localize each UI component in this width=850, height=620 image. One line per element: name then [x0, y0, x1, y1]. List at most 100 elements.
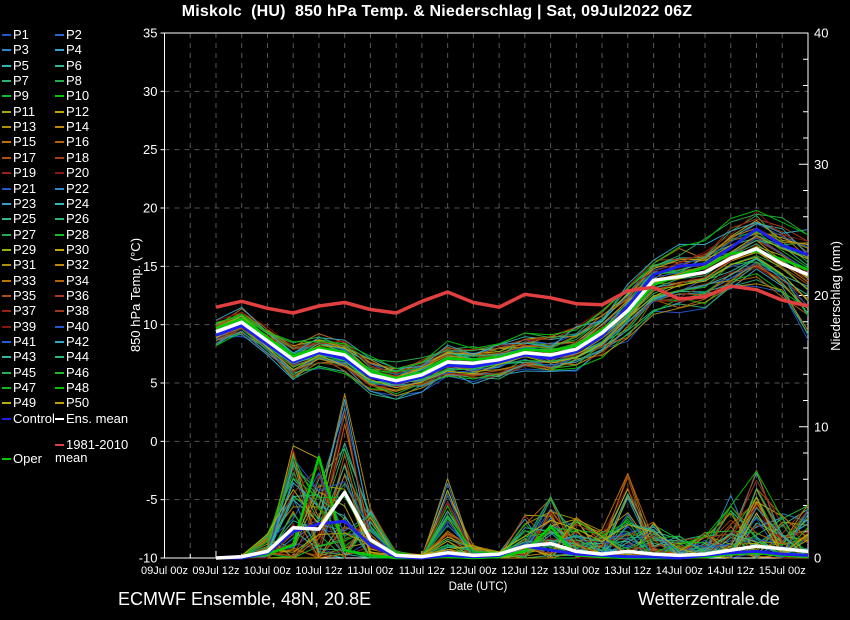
legend-member-p25-swatch: [2, 218, 11, 221]
series-line: [215, 221, 809, 369]
legend-member-p12: P12: [55, 103, 90, 120]
legend-member-p8-swatch: [55, 80, 64, 83]
legend-member-p26-label: P26: [66, 211, 90, 227]
legend-member-p9-swatch: [2, 95, 11, 98]
legend-member-p27-label: P27: [13, 226, 37, 242]
legend-member-p36-label: P36: [66, 287, 90, 303]
legend-member-p34: P34: [55, 272, 90, 289]
series-line: [215, 211, 809, 374]
series-line: [215, 256, 809, 389]
x-axis-tick-label: 11Jul 00z: [347, 565, 393, 577]
x-axis-tick-label: 10Jul 00z: [244, 565, 291, 577]
legend-member-p6-label: P6: [66, 57, 82, 73]
legend-member-p28-swatch: [55, 233, 64, 236]
legend-member-p47-label: P47: [13, 380, 37, 396]
legend-member-p32-label: P32: [66, 257, 90, 273]
legend-member-p28: P28: [55, 226, 90, 243]
legend-member-p23-swatch: [2, 202, 11, 205]
legend-member-p6-swatch: [55, 64, 64, 67]
x-axis-tick-label: 14Jul 00z: [656, 565, 703, 577]
series-line: [216, 509, 809, 559]
legend-member-p11-label: P11: [13, 103, 36, 119]
legend-member-p46-swatch: [55, 371, 64, 374]
legend-member-p1: P1: [2, 28, 29, 43]
legend-member-p38-label: P38: [66, 303, 90, 319]
legend-member-p15-label: P15: [13, 134, 37, 150]
legend-member-p21: P21: [2, 180, 37, 197]
legend-member-p32-swatch: [55, 264, 64, 267]
right-axis-tick-label: 30: [814, 157, 828, 172]
legend-member-p50: P50: [55, 396, 89, 411]
legend-member-p4-swatch: [55, 49, 64, 52]
legend-member-p20-label: P20: [66, 165, 90, 181]
legend-member-p13-label: P13: [13, 119, 37, 135]
legend-member-p50-label: P50: [66, 395, 90, 411]
legend-member-p49-swatch: [2, 402, 11, 405]
legend-member-p24-label: P24: [66, 195, 90, 211]
legend-member-p1-label: P1: [13, 27, 29, 42]
x-axis-tick-label: 15Jul 00z: [759, 565, 806, 577]
series-line: [215, 482, 809, 559]
legend-member-p49: P49: [2, 396, 36, 411]
series-line: [215, 247, 809, 383]
legend-member-p12-label: P12: [66, 103, 90, 119]
legend-member-p6: P6: [55, 57, 82, 74]
legend-member-p7-label: P7: [13, 73, 29, 89]
legend-member-p17-label: P17: [13, 149, 37, 165]
legend-member-p22-swatch: [55, 187, 64, 190]
legend-member-p27-swatch: [2, 233, 11, 236]
legend-member-p5-label: P5: [13, 57, 29, 73]
series-line: [215, 227, 809, 385]
series-line: [215, 209, 809, 370]
legend-member-p1-swatch: [2, 34, 11, 36]
legend-member-p25-label: P25: [13, 211, 37, 227]
legend-member-p45: P45: [2, 364, 37, 381]
legend-member-p4-label: P4: [66, 42, 82, 58]
legend-member-p28-label: P28: [66, 226, 90, 242]
legend-member-p23: P23: [2, 195, 37, 212]
series-line: [215, 261, 809, 384]
legend-member-p44-label: P44: [66, 349, 90, 365]
legend-member-p13: P13: [2, 120, 36, 135]
x-axis-tick-label: 12Jul 12z: [501, 565, 548, 577]
legend-member-p43-label: P43: [13, 349, 37, 365]
legend-ens-mean-swatch: [55, 417, 64, 420]
legend-member-p46: P46: [55, 364, 90, 381]
legend-member-p46-label: P46: [66, 364, 90, 380]
legend-member-p33-label: P33: [13, 272, 37, 288]
legend-member-p20-swatch: [55, 172, 64, 175]
left-axis-tick-label: 35: [143, 26, 157, 41]
legend-member-p41: P41: [2, 335, 36, 350]
legend-member-p21-label: P21: [13, 180, 37, 196]
legend-member-p48: P48: [55, 381, 89, 396]
legend-member-p25: P25: [2, 212, 36, 227]
legend-member-p16: P16: [55, 135, 89, 150]
legend-member-p40-swatch: [55, 325, 64, 328]
legend-member-p10-swatch: [55, 95, 64, 98]
legend-member-p7: P7: [2, 74, 29, 89]
legend-member-p30: P30: [55, 242, 89, 258]
legend-member-p50-swatch: [55, 402, 64, 405]
legend-member-p31: P31: [2, 258, 36, 273]
left-axis-tick-label: -10: [139, 551, 158, 566]
legend-member-p12-swatch: [55, 110, 64, 113]
left-axis-tick-label: -5: [146, 492, 158, 507]
legend-member-p45-label: P45: [13, 364, 37, 380]
legend-member-p19-label: P19: [13, 165, 37, 181]
legend-member-p3-label: P3: [13, 42, 29, 58]
x-axis-tick-label: 12Jul 00z: [450, 565, 497, 577]
legend-member-p35-swatch: [2, 294, 11, 297]
series-line: [215, 490, 809, 560]
right-axis-tick-label: 10: [814, 419, 828, 434]
legend-member-p38-swatch: [55, 310, 64, 313]
legend-member-p23-label: P23: [13, 195, 37, 211]
x-axis-tick-label: 09Jul 00z: [141, 565, 188, 577]
legend-member-p48-swatch: [55, 387, 64, 390]
legend-member-p41-label: P41: [13, 334, 37, 349]
legend-member-p34-label: P34: [66, 272, 90, 288]
legend-member-p27: P27: [2, 226, 37, 243]
legend-member-p2-swatch: [55, 34, 64, 36]
left-axis-label: 850 hPa Temp. (°C): [128, 237, 143, 353]
